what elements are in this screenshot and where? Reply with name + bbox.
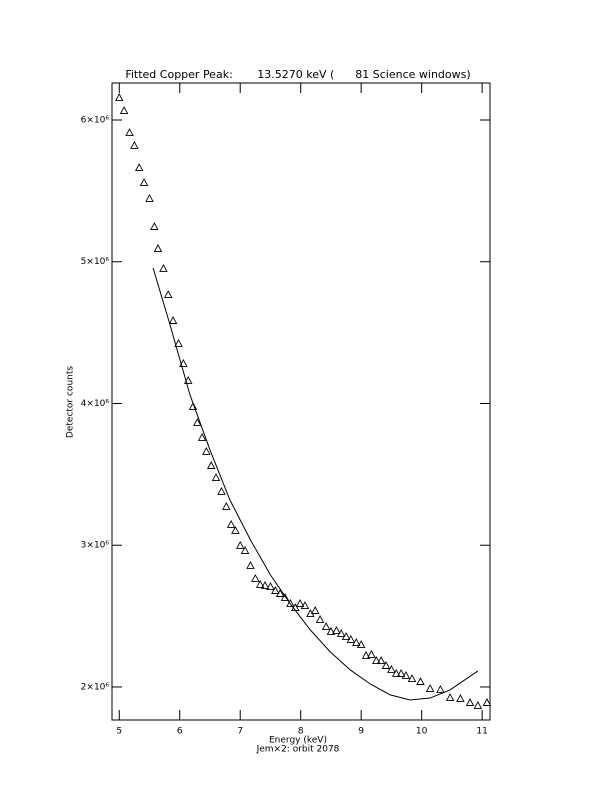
y-axis-label: Detector counts [66,366,76,438]
data-point [346,634,356,643]
data-point [381,661,391,669]
data-point [266,582,275,590]
data-point [246,560,255,569]
y-tick-label: 5×10⁶ [81,257,110,267]
data-point [125,128,134,136]
y-tick-label: 6×10⁶ [81,115,110,125]
data-point [150,222,159,230]
data-point [163,290,173,298]
data-point [188,402,198,410]
data-point [235,540,245,549]
data-point [260,580,270,589]
y-tick-label: 4×10⁶ [81,399,110,409]
x-tick-label: 10 [416,727,428,737]
data-point [416,677,425,685]
data-point [482,698,492,706]
data-point [286,598,295,607]
data-point [240,546,250,554]
data-point [231,525,240,534]
data-point [376,656,386,664]
data-point [275,589,285,597]
x-tick-label: 6 [177,727,183,737]
data-point [367,649,376,658]
data-point [168,316,178,324]
data-point [280,593,290,601]
fit-line [152,267,479,701]
y-tick-label: 2×10⁶ [81,682,110,692]
data-point [193,418,202,426]
data-point [211,473,221,481]
data-point [332,626,341,634]
subtitle: Jem×2: orbit 2078 [256,745,340,755]
data-point [401,670,411,679]
y-tick-label: 3×10⁶ [81,541,110,551]
data-point [315,614,325,623]
data-point [310,606,320,614]
data-point [197,432,207,441]
data-point [341,631,351,640]
data-point [387,665,396,673]
data-point [153,244,163,252]
data-point [425,684,435,692]
x-tick-label: 9 [358,727,364,737]
data-point [300,601,310,609]
data-point [159,264,168,272]
x-tick-label: 5 [116,727,122,737]
data-point [134,163,144,171]
data-point [436,685,445,693]
data-point [115,93,124,101]
data-point [251,574,260,582]
data-point [217,486,226,495]
data-point [206,461,216,469]
data-point [119,106,129,115]
data-point [396,668,406,677]
x-tick-label: 8 [298,727,304,737]
data-point [326,627,336,635]
data-point [456,694,465,702]
data-point [222,502,231,510]
data-point [336,629,346,637]
x-tick-label: 7 [237,727,243,737]
data-point [255,579,265,588]
data-point [392,668,401,677]
data-point [271,586,280,594]
data-point [356,640,366,648]
x-tick-label: 11 [476,727,487,737]
data-point [465,698,475,706]
data-point [179,358,188,367]
data-point [130,140,139,149]
data-point [361,650,371,659]
data-point [321,622,331,630]
chart-title: Fitted Copper Peak: 13.5270 keV ( 81 Sci… [125,68,470,81]
data-point [445,693,455,701]
data-point [407,674,417,682]
x-axis-label: Energy (keV) [269,736,327,746]
data-point [352,638,361,646]
data-point [202,447,211,455]
data-point [295,598,305,607]
data-point [174,339,183,347]
data-point [372,656,381,664]
data-point [473,701,483,709]
data-point [145,193,154,202]
data-point [183,375,193,384]
data-point [226,520,236,528]
data-point [139,177,149,186]
